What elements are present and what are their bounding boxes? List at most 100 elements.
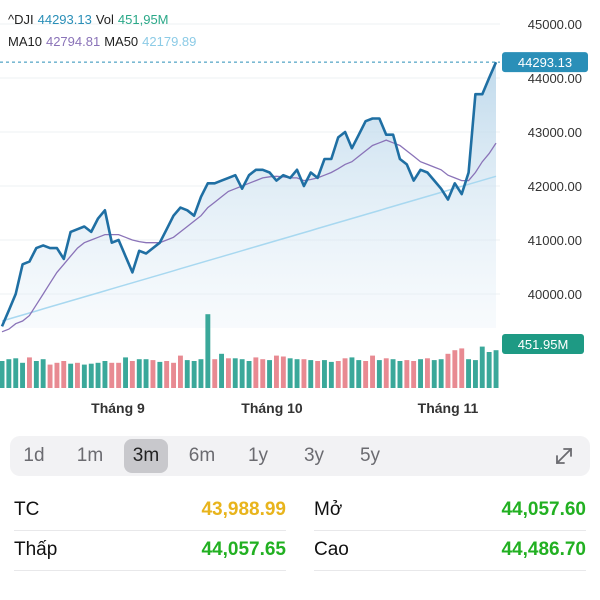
volume-bar bbox=[157, 361, 163, 388]
tab-1d[interactable]: 1d bbox=[23, 445, 45, 466]
volume-bar bbox=[466, 359, 471, 388]
y-tick-label: 44000.00 bbox=[528, 71, 582, 86]
volume-bar bbox=[493, 350, 499, 388]
stat-mo-label: Mở bbox=[314, 499, 343, 520]
volume-bar bbox=[232, 358, 238, 388]
tab-3y[interactable]: 3y bbox=[303, 445, 325, 466]
legend-ma50-label: MA50 bbox=[104, 34, 139, 49]
legend-vol-value: 451,95M bbox=[117, 12, 169, 27]
price-line bbox=[0, 61, 498, 327]
tab-1m[interactable]: 1m bbox=[76, 445, 104, 466]
volume-bar bbox=[459, 348, 465, 388]
y-tick-label: 43000.00 bbox=[528, 125, 582, 140]
volume-bar bbox=[27, 357, 32, 388]
stat-cao-label: Cao bbox=[314, 539, 349, 560]
volume-bar bbox=[287, 358, 293, 388]
price-chart[interactable]: 45000.00 44000.00 43000.00 42000.00 41000.00… bbox=[0, 0, 600, 430]
volume-bar bbox=[212, 359, 218, 388]
volume-bar bbox=[75, 362, 80, 388]
stat-cao: Cao 44,486.70 bbox=[314, 530, 586, 571]
volume-bar bbox=[390, 359, 396, 388]
stat-thap-value: 44,057.65 bbox=[201, 539, 286, 560]
volume-bar bbox=[40, 359, 46, 388]
volume-bar bbox=[191, 361, 197, 388]
volume-bar bbox=[308, 360, 314, 388]
volume-bar bbox=[226, 358, 231, 388]
volume-bar bbox=[431, 360, 437, 388]
volume-bar bbox=[383, 358, 389, 388]
volume-bar bbox=[13, 358, 19, 388]
last-volume-badge bbox=[502, 334, 584, 354]
volume-bar bbox=[376, 360, 382, 388]
volume-bar bbox=[6, 359, 12, 388]
volume-bar bbox=[178, 355, 183, 388]
volume-bar bbox=[253, 357, 259, 388]
volume-bar bbox=[20, 362, 25, 388]
volume-bar bbox=[473, 360, 478, 388]
volume-bar bbox=[171, 362, 176, 388]
timeframe-tabs: 1d 1m 3m 6m 1y 3y 5y bbox=[10, 436, 590, 476]
volume-bar bbox=[294, 359, 300, 388]
volume-bar bbox=[479, 346, 485, 388]
x-axis-label: Tháng 11 bbox=[418, 400, 479, 416]
volume-bar bbox=[184, 360, 190, 388]
volume-bar bbox=[47, 364, 53, 388]
ma50-line bbox=[1, 175, 497, 322]
legend-ma10-label: MA10 bbox=[8, 34, 42, 49]
volume-bar bbox=[328, 361, 334, 388]
volume-bar bbox=[274, 355, 279, 388]
tab-6m[interactable]: 6m bbox=[188, 445, 216, 466]
volume-bars bbox=[0, 314, 499, 388]
x-axis-label: Tháng 9 bbox=[91, 400, 145, 416]
y-axis-ticks: 45000.00 44000.00 43000.00 42000.00 41000.00… bbox=[528, 17, 582, 302]
expand-icon[interactable] bbox=[552, 444, 576, 468]
ma10-line bbox=[1, 139, 497, 333]
legend-ma50-value: 42179.89 bbox=[142, 34, 197, 49]
price-area-fill bbox=[2, 62, 496, 328]
volume-bar bbox=[164, 361, 170, 388]
legend-symbol: ^DJI bbox=[8, 12, 34, 27]
volume-bar bbox=[280, 356, 286, 388]
tab-5y[interactable]: 5y bbox=[359, 445, 381, 466]
volume-bar bbox=[102, 361, 108, 388]
legend-line-price: ^DJI 44293.13 Vol 451,95M bbox=[8, 12, 173, 27]
x-axis-label: Tháng 10 bbox=[241, 400, 303, 416]
tab-3m[interactable]: 3m bbox=[124, 439, 168, 473]
volume-bar bbox=[61, 361, 67, 388]
volume-bar bbox=[150, 360, 156, 388]
volume-bar bbox=[136, 359, 142, 388]
legend-vol-label: Vol bbox=[95, 12, 114, 27]
volume-bar bbox=[219, 353, 224, 388]
volume-bar bbox=[116, 362, 122, 388]
volume-bar bbox=[143, 359, 149, 388]
stat-mo: Mở 44,057.60 bbox=[314, 490, 586, 531]
volume-bar bbox=[198, 359, 204, 388]
y-tick-label: 45000.00 bbox=[528, 17, 582, 32]
volume-bar bbox=[363, 361, 369, 388]
y-tick-label: 42000.00 bbox=[528, 179, 582, 194]
volume-bar bbox=[33, 361, 39, 388]
stat-tc: TC 43,988.99 bbox=[14, 490, 286, 531]
volume-bar bbox=[411, 361, 417, 388]
legend-line-ma: MA10 42794.81 MA50 42179.89 bbox=[8, 34, 200, 49]
legend-ma10-value: 42794.81 bbox=[45, 34, 101, 49]
volume-bar bbox=[404, 360, 410, 388]
volume-bar bbox=[123, 357, 128, 388]
volume-bar bbox=[370, 355, 375, 388]
stat-mo-value: 44,057.60 bbox=[501, 499, 586, 520]
stat-cao-value: 44,486.70 bbox=[501, 539, 586, 560]
volume-bar bbox=[452, 350, 458, 388]
volume-bar bbox=[342, 358, 348, 388]
volume-bar bbox=[129, 361, 135, 388]
volume-bar bbox=[68, 363, 74, 388]
volume-bar bbox=[0, 361, 5, 388]
volume-bar bbox=[486, 352, 492, 388]
volume-bar bbox=[335, 361, 341, 388]
volume-bar bbox=[445, 353, 451, 388]
volume-bar bbox=[418, 359, 423, 388]
stat-thap-label: Thấp bbox=[14, 539, 58, 560]
tab-1y[interactable]: 1y bbox=[247, 445, 269, 466]
legend-price-value: 44293.13 bbox=[37, 12, 92, 27]
y-tick-label: 40000.00 bbox=[528, 287, 582, 302]
volume-bar bbox=[425, 358, 430, 388]
